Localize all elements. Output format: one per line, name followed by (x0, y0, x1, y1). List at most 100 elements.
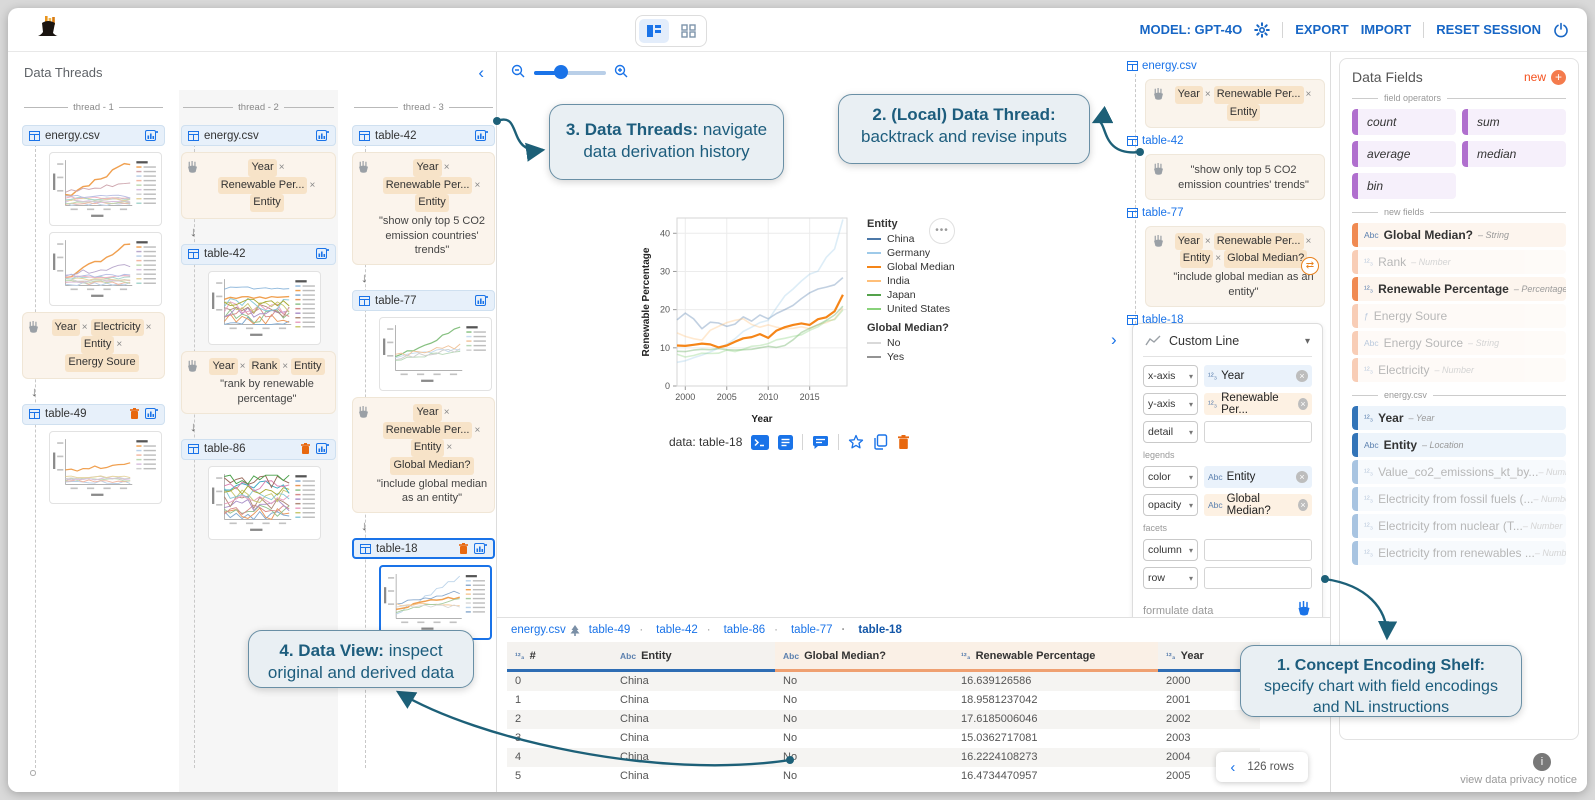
channel-select[interactable]: column ▾ (1143, 539, 1198, 561)
power-icon[interactable] (1553, 22, 1569, 38)
export-button[interactable]: EXPORT (1295, 22, 1349, 37)
view-data-button[interactable] (778, 434, 794, 450)
data-field[interactable]: ¹²₃ Value_co2_emissions_kt_by... – Numbe… (1352, 460, 1566, 484)
column-header[interactable]: ¹²₃ Renewable Percentage (953, 642, 1158, 672)
thread-table-link[interactable]: table-42 (1127, 135, 1325, 147)
field-chip[interactable]: Global Median? (390, 456, 474, 475)
field-operator-pill[interactable]: bin (1352, 173, 1456, 199)
field-chip[interactable]: Year (209, 357, 238, 376)
remove-chip-icon[interactable]: × (278, 162, 285, 173)
new-field-button[interactable]: new + (1524, 69, 1566, 85)
chart-menu-button[interactable]: ••• (929, 218, 955, 244)
concept-card[interactable]: Year×Renewable Per...×Entity× "show only… (352, 152, 495, 266)
field-chip[interactable]: Entity (415, 194, 449, 212)
remove-chip-icon[interactable]: × (81, 321, 88, 333)
concept-card[interactable]: Year×Renewable Per...×Entity× ⇄ (1145, 79, 1325, 129)
clear-field-icon[interactable]: × (1296, 471, 1308, 483)
field-chip[interactable]: Global Median? (1224, 250, 1308, 269)
remove-chip-icon[interactable]: × (239, 360, 246, 372)
column-header[interactable]: Abc Global Median? (775, 642, 953, 672)
legend-item[interactable]: China (867, 233, 989, 245)
field-chip[interactable]: Entity (80, 336, 115, 354)
field-chip[interactable]: Rank (248, 357, 281, 376)
data-field[interactable]: ¹²₃ Renewable Percentage – Percentage (1352, 277, 1566, 301)
chat-button[interactable] (812, 435, 829, 450)
legend-item[interactable]: Japan (867, 289, 989, 301)
trash-icon[interactable] (300, 443, 311, 455)
add-chart-icon[interactable] (316, 248, 329, 260)
table-card[interactable]: energy.csv (181, 125, 336, 146)
thread-table-link[interactable]: table-18 (1127, 314, 1325, 326)
chart-thumbnail[interactable] (208, 270, 321, 345)
field-chip[interactable]: Year (413, 159, 442, 177)
field-operator-pill[interactable]: average (1352, 141, 1456, 167)
trash-icon[interactable] (129, 408, 140, 420)
data-table-tab[interactable]: table-42 (639, 624, 698, 636)
favorite-star-icon[interactable] (848, 434, 864, 450)
channel-select[interactable]: y-axis ▾ (1143, 393, 1198, 415)
data-field[interactable]: ƒ Energy Soure – (1352, 304, 1566, 328)
channel-select[interactable]: detail ▾ (1143, 421, 1198, 443)
info-icon[interactable]: i (1533, 753, 1551, 771)
add-chart-icon[interactable] (316, 443, 329, 455)
add-chart-icon[interactable] (145, 129, 158, 142)
channel-select[interactable]: x-axis ▾ (1143, 365, 1198, 387)
remove-chip-icon[interactable]: × (1215, 253, 1222, 265)
data-table-tab[interactable]: table-49 (588, 624, 631, 636)
legend-item[interactable]: Yes (867, 351, 989, 363)
field-chip[interactable]: Year (248, 159, 277, 177)
remove-chip-icon[interactable]: × (443, 162, 450, 173)
zoom-slider-thumb[interactable] (554, 64, 568, 79)
legend-item[interactable]: Global Median (867, 261, 989, 273)
data-field[interactable]: ¹²₃ Electricity from nuclear (T... – Num… (1352, 514, 1566, 538)
data-table-tab[interactable]: table-18 (842, 624, 901, 636)
table-card[interactable]: table-42 (181, 243, 336, 265)
field-operator-pill[interactable]: sum (1462, 109, 1566, 135)
channel-select[interactable]: color ▾ (1143, 466, 1198, 488)
field-chip[interactable]: Year (413, 404, 442, 422)
add-chart-icon[interactable] (475, 129, 488, 142)
model-button[interactable]: MODEL: GPT-4O (1139, 22, 1243, 37)
reset-session-button[interactable]: RESET SESSION (1436, 22, 1541, 37)
trash-icon[interactable] (458, 542, 469, 555)
concept-card[interactable]: Year×Electricity×Entity×Energy Soure× (22, 311, 165, 379)
remove-chip-icon[interactable]: × (474, 424, 481, 436)
clear-field-icon[interactable]: × (1296, 370, 1308, 382)
field-chip[interactable]: Renewable Per... (1213, 86, 1304, 104)
thread-table-link[interactable]: energy.csv (1127, 60, 1325, 72)
field-chip[interactable]: Renewable Per... (217, 176, 308, 195)
field-chip[interactable]: Year (1174, 86, 1203, 104)
import-button[interactable]: IMPORT (1360, 22, 1412, 37)
column-header[interactable]: ¹²₃ # (507, 642, 612, 672)
table-card[interactable]: energy.csv (22, 125, 165, 146)
field-chip[interactable]: Entity (1179, 250, 1214, 269)
legend-item[interactable]: No (867, 337, 989, 349)
remove-chip-icon[interactable]: × (446, 442, 453, 454)
data-field[interactable]: Abc Energy Source – String (1352, 331, 1566, 355)
remove-chip-icon[interactable]: × (282, 360, 289, 372)
data-field[interactable]: Abc Entity – Location (1352, 433, 1566, 457)
chart-thumbnail[interactable] (49, 430, 162, 505)
rerun-icon[interactable]: ⇄ (1301, 257, 1319, 276)
concept-card[interactable]: Year×Renewable Per...×Entity×Global Medi… (352, 397, 495, 514)
remove-chip-icon[interactable]: × (443, 407, 450, 419)
remove-chip-icon[interactable]: × (145, 321, 152, 333)
zoom-slider[interactable] (534, 64, 606, 79)
zoom-out-icon[interactable] (511, 64, 526, 79)
table-card[interactable]: table-77 (352, 290, 495, 312)
clear-field-icon[interactable]: × (1297, 499, 1308, 511)
data-field[interactable]: ¹²₃ Rank – Number (1352, 250, 1566, 274)
legend-item[interactable]: Germany (867, 247, 989, 259)
add-chart-icon[interactable] (145, 408, 158, 420)
field-chip[interactable]: Renewable Per... (382, 421, 473, 440)
data-field[interactable]: Abc Global Median? – String (1352, 223, 1566, 247)
data-field[interactable]: ¹²₃ Electricity from fossil fuels (... –… (1352, 487, 1566, 511)
code-button[interactable] (751, 434, 770, 450)
encoding-field-empty[interactable] (1204, 539, 1312, 561)
data-field[interactable]: ¹²₃ Year – Year (1352, 406, 1566, 430)
data-field[interactable]: ¹²₃ Electricity from renewables ... – Nu… (1352, 541, 1566, 565)
field-chip[interactable]: Renewable Per... (382, 176, 473, 195)
clear-field-icon[interactable]: × (1298, 398, 1308, 410)
remove-chip-icon[interactable]: × (1305, 235, 1312, 247)
legend-item[interactable]: India (867, 275, 989, 287)
